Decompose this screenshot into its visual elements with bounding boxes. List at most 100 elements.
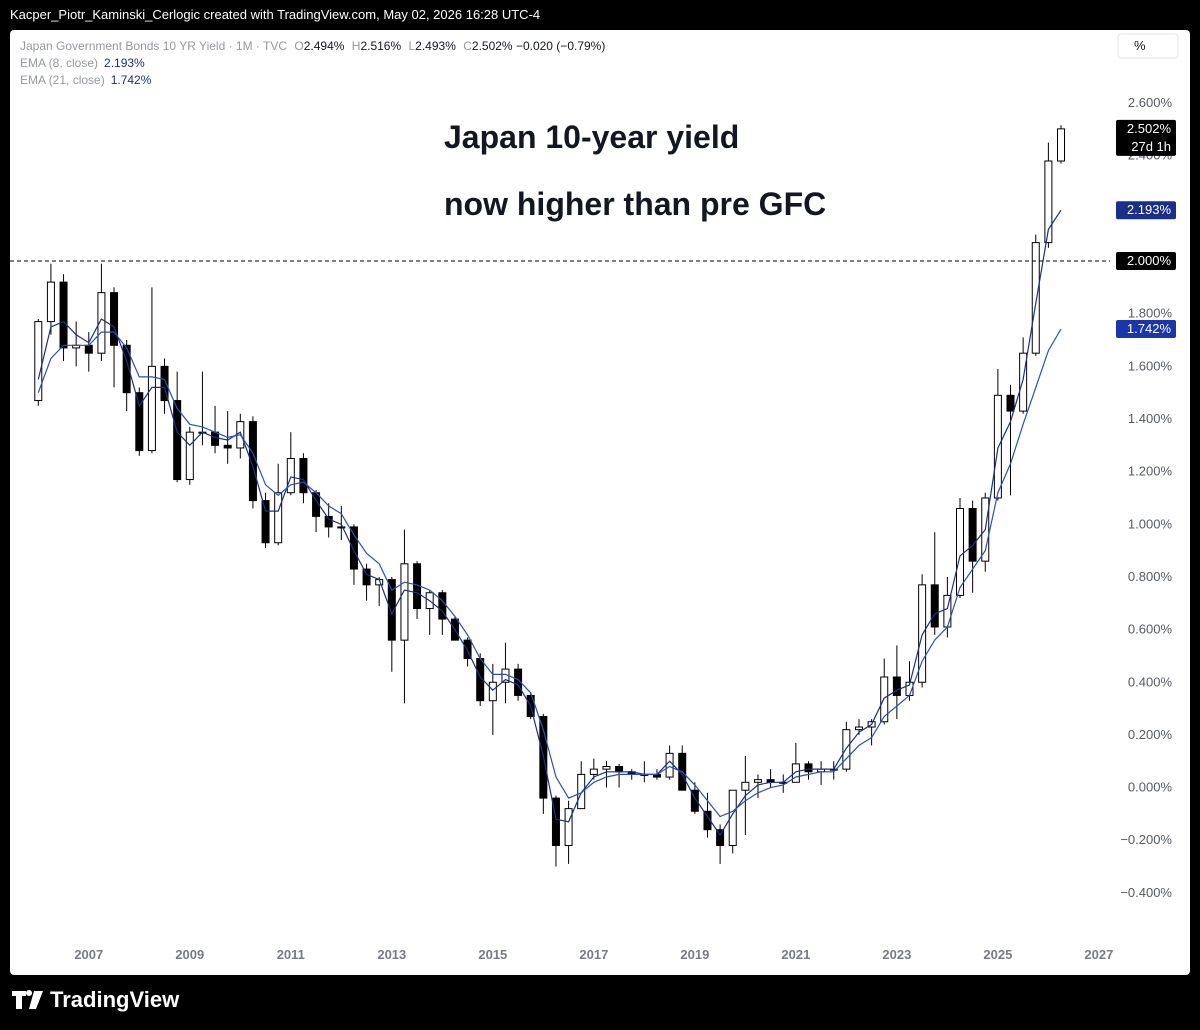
x-tick-label: 2009	[175, 947, 204, 962]
candle-body	[1031, 242, 1040, 354]
x-tick-label: 2025	[983, 947, 1012, 962]
scale-button[interactable]	[1117, 33, 1179, 59]
candle-body	[324, 515, 333, 528]
candle-body	[387, 579, 396, 641]
ohlc-value: 2.494%	[303, 39, 345, 53]
candle-body	[400, 563, 409, 641]
ohlc-value: 2.516%	[360, 39, 402, 53]
candle-body	[1006, 394, 1015, 412]
price-tag-sub: 27d 1h	[1131, 139, 1171, 154]
candle-body	[690, 789, 699, 812]
candle-body	[703, 810, 712, 831]
ohlc-key: O	[294, 39, 304, 53]
candle-body	[930, 584, 939, 628]
candle-body	[753, 779, 762, 783]
candle-body	[804, 763, 813, 773]
ohlc-value: 2.502%	[471, 39, 513, 53]
candle-body	[84, 344, 93, 354]
candle-body	[337, 526, 346, 529]
candle-body	[892, 676, 901, 696]
candle-body	[968, 508, 977, 562]
price-tag-label: 2.502%	[1127, 121, 1172, 136]
x-tick-label: 2013	[377, 947, 406, 962]
candle-body	[1057, 128, 1066, 162]
x-tick-label: 2027	[1084, 947, 1113, 962]
candle-body	[299, 457, 308, 494]
logo: TradingView	[12, 987, 180, 1012]
candle-body	[274, 492, 283, 544]
legend-entry: EMA (8, close)	[20, 56, 99, 70]
candle-body	[716, 829, 725, 846]
symbol: Japan Government Bonds 10 YR Yield · 1M …	[20, 39, 288, 53]
candle-body	[59, 281, 68, 349]
ohlc-key: L	[408, 39, 416, 53]
candle-body	[173, 400, 182, 481]
candle-body	[261, 500, 270, 544]
candle-body	[665, 752, 674, 778]
candle-body	[46, 281, 55, 323]
logo-mark	[12, 990, 43, 1009]
ohlc-value: 2.493%	[415, 39, 456, 53]
candle-body	[564, 808, 573, 846]
candle-body	[147, 365, 156, 452]
candle-body	[110, 292, 119, 346]
price-tag-label: 1.742%	[1127, 321, 1172, 336]
annotation: now higher than pre GFC	[444, 186, 826, 222]
y-tick-label: 0.000%	[1128, 780, 1173, 795]
price-tag-label: 2.000%	[1127, 253, 1172, 268]
legend-row: EMA (21, close) 1.742%	[20, 72, 605, 89]
y-tick-label: 1.600%	[1128, 358, 1173, 373]
price-tag	[1116, 252, 1176, 271]
ema-line	[37, 209, 1062, 837]
x-tick-label: 2017	[579, 947, 608, 962]
ohlc-key: H	[351, 39, 361, 53]
x-tick-label: 2007	[74, 947, 103, 962]
price-tag	[1116, 319, 1176, 338]
candle-body	[854, 726, 863, 731]
x-tick-label: 2019	[680, 947, 709, 962]
y-tick-label: 1.000%	[1128, 516, 1173, 531]
candle-body	[615, 766, 624, 773]
y-tick-label: 0.400%	[1128, 674, 1173, 689]
candle-body	[956, 508, 964, 596]
candle-body	[122, 344, 131, 394]
annotation: Japan 10-year yield	[444, 119, 739, 155]
candle-body	[349, 526, 358, 570]
ema-line	[37, 328, 1062, 818]
candle-body	[993, 394, 1002, 499]
candle-body	[135, 392, 144, 452]
candle-body	[160, 365, 169, 402]
ohlc-key: C	[463, 39, 472, 53]
x-tick-label: 2015	[478, 947, 507, 962]
candle-body	[97, 292, 106, 354]
legend-value: 1.742%	[110, 73, 152, 87]
plot	[34, 125, 1066, 867]
candle-body	[728, 789, 737, 846]
y-tick-label: 2.600%	[1128, 95, 1173, 110]
candle-body	[34, 321, 43, 402]
candle-body	[286, 457, 295, 494]
candle-body	[589, 768, 598, 775]
change: −0.020 (−0.79%)	[515, 39, 606, 53]
candle-body	[463, 639, 472, 660]
legend-row: EMA (8, close) 2.193%	[20, 55, 605, 72]
candle-body	[602, 766, 611, 770]
y-tick-label: 1.200%	[1128, 464, 1173, 479]
candle-body	[741, 781, 750, 791]
candle-body	[211, 431, 220, 446]
price-tag	[1116, 201, 1176, 220]
legend-value: 2.193%	[104, 56, 145, 70]
scale-button-label[interactable]: %	[1134, 38, 1146, 53]
y-tick-label: 0.600%	[1128, 622, 1173, 637]
x-tick-label: 2011	[277, 947, 305, 962]
x-tick-label: 2021	[781, 947, 810, 962]
legend-row: Japan Government Bonds 10 YR Yield · 1M …	[20, 38, 605, 55]
legend-entry: EMA (21, close)	[20, 73, 105, 87]
candle-body	[551, 797, 560, 846]
candle-body	[577, 773, 586, 810]
legend: Japan Government Bonds 10 YR Yield · 1M …	[20, 38, 605, 89]
candle-body	[362, 568, 371, 586]
y-tick-label: −0.400%	[1120, 885, 1172, 900]
credit: Kacper_Piotr_Kaminski_Cerlogic created w…	[10, 7, 540, 22]
